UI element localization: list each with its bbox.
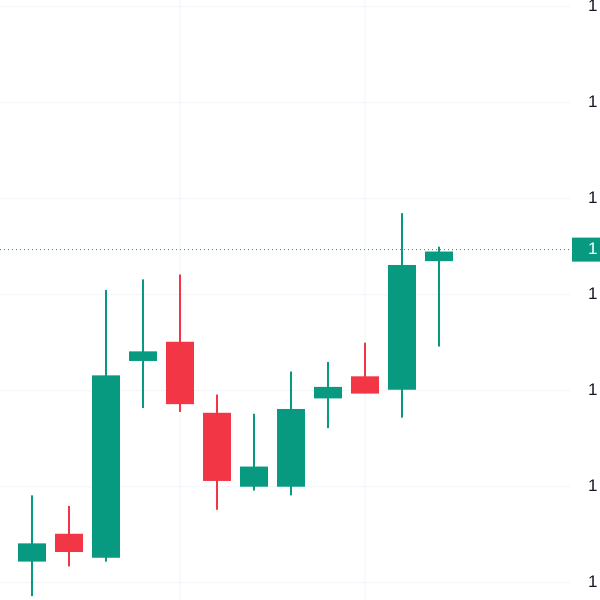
candle-body — [425, 251, 453, 262]
y-tick-label: 1 — [588, 572, 597, 591]
candle-body — [277, 408, 305, 487]
candle-body — [92, 375, 120, 558]
last-price-label: 1 — [588, 239, 597, 258]
candle-body — [129, 351, 157, 361]
candle-body — [388, 264, 416, 390]
y-tick-label: 1 — [588, 284, 597, 303]
candle-body — [55, 533, 83, 552]
y-tick-label: 1 — [588, 188, 597, 207]
candle-body — [240, 466, 268, 487]
candle-body — [18, 543, 46, 562]
y-tick-label: 1 — [588, 92, 597, 111]
y-tick-label: 1 — [588, 380, 597, 399]
candle-body — [203, 412, 231, 481]
candle-body — [351, 376, 379, 394]
candle-body — [314, 386, 342, 399]
y-tick-label: 1 — [588, 0, 597, 15]
y-tick-label: 1 — [588, 476, 597, 495]
last-price-box — [572, 237, 600, 262]
candle-body — [166, 341, 194, 405]
